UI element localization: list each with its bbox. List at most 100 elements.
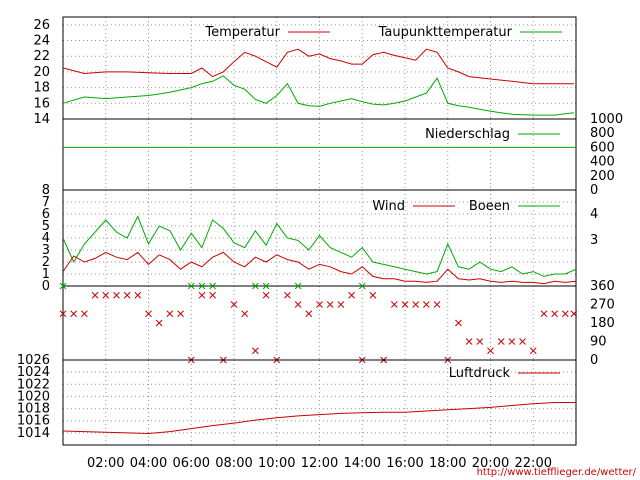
x-tick-label: 10:00 [258, 456, 295, 471]
pressure-legend-label: Luftdruck [449, 366, 511, 381]
wind-direction-marker-green [209, 282, 216, 290]
wind-direction-marker [561, 310, 569, 318]
precipitation-ytick-label-right: 0 [590, 183, 598, 198]
wind-direction-marker [369, 291, 377, 299]
wind-direction-marker [508, 338, 516, 345]
temperature-ytick-label: 20 [33, 65, 50, 80]
pressure-ytick-label: 1022 [17, 377, 50, 392]
wind-direction-marker-green [358, 282, 366, 290]
wind-ytick-label: 4 [42, 231, 50, 246]
wind-direction-marker [284, 291, 291, 299]
wind-direction-marker [540, 310, 548, 318]
pressure-ytick-label: 1018 [17, 402, 50, 417]
wind-direction-marker [423, 301, 430, 308]
wind-direction-ytick-label-right: 270 [590, 298, 615, 313]
wind-ytick-label: 0 [42, 279, 50, 294]
wind-ytick-label-right: 4 [590, 207, 598, 222]
precipitation-ytick-label-right: 800 [590, 126, 615, 141]
wind-direction-marker [123, 291, 131, 299]
precipitation-legend-label: Niederschlag [425, 127, 510, 142]
wind-direction-marker [390, 301, 398, 308]
x-tick-label: 14:00 [344, 456, 381, 471]
wind-direction-marker-green [198, 282, 206, 290]
wind-direction-marker [113, 291, 120, 299]
gust-legend-label: Boeen [469, 199, 510, 214]
wind-legend-label: Wind [372, 199, 405, 214]
precipitation-ytick-label-right: 1000 [590, 112, 623, 127]
wind-ytick-label: 6 [42, 207, 50, 222]
wind-direction-marker-green [262, 282, 270, 290]
wind-direction-marker [166, 310, 174, 318]
wind-line [62, 251, 577, 285]
pressure-ytick-label: 1014 [17, 426, 50, 441]
wind-direction-marker [81, 310, 88, 318]
wind-direction-marker [209, 291, 216, 299]
precipitation-ytick-label-right: 200 [590, 169, 615, 184]
wind-direction-marker [294, 301, 302, 308]
temperature-legend-label: Temperatur [204, 25, 280, 40]
x-tick-label: 04:00 [130, 456, 167, 471]
wind-direction-marker [91, 291, 99, 299]
temperature-ytick-label: 22 [33, 49, 50, 64]
x-tick-label: 02:00 [87, 456, 124, 471]
pressure-ytick-label: 1026 [17, 353, 50, 368]
wind-direction-marker [401, 301, 409, 308]
wind-direction-ytick-label-right: 180 [590, 316, 615, 331]
wind-direction-marker [305, 310, 313, 318]
pressure-ytick-label: 1024 [17, 365, 50, 380]
x-tick-label: 16:00 [386, 456, 423, 471]
wind-direction-marker [348, 291, 355, 299]
wind-ytick-label: 2 [42, 255, 50, 270]
wind-ytick-label: 1 [42, 267, 50, 282]
credit-url[interactable]: http://www.tiefflieger.de/wetter/ [476, 467, 636, 478]
wind-direction-marker-green [187, 282, 195, 290]
pressure-ytick-label: 1020 [17, 389, 50, 404]
wind-direction-marker [134, 291, 142, 299]
wind-direction-marker [455, 319, 462, 327]
temperature-ytick-label: 18 [33, 81, 50, 96]
pressure-line [62, 402, 576, 435]
wind-direction-marker [497, 338, 505, 345]
wind-direction-marker [337, 301, 345, 308]
wind-direction-marker [570, 310, 578, 318]
wind-direction-marker [230, 301, 238, 308]
wind-direction-marker-green [59, 282, 67, 290]
temperature-line [62, 48, 574, 85]
temperature-ytick-label: 26 [33, 18, 50, 33]
wind-direction-marker [412, 301, 420, 308]
wind-direction-marker [551, 310, 558, 318]
wind-ytick-label: 5 [42, 219, 50, 234]
wind-direction-marker [177, 310, 184, 318]
wind-ytick-label-right: 3 [590, 233, 598, 248]
wind-direction-marker [59, 310, 67, 318]
wind-direction-marker [145, 310, 152, 318]
pressure-ytick-label: 1016 [17, 414, 50, 429]
wind-direction-marker [316, 301, 323, 308]
wind-ytick-label: 3 [42, 243, 50, 258]
x-tick-label: 22:00 [515, 456, 552, 471]
wind-direction-marker [198, 291, 206, 299]
wind-direction-marker-green [252, 282, 259, 290]
precipitation-ytick-label-right: 400 [590, 155, 615, 170]
precipitation-ytick-label-right: 600 [590, 140, 615, 155]
wind-direction-marker [433, 301, 441, 308]
x-tick-label: 08:00 [215, 456, 252, 471]
dewpoint-legend-label: Taupunkttemperatur [378, 25, 513, 40]
wind-direction-ytick-label-right: 0 [590, 353, 598, 368]
wind-direction-marker [102, 291, 110, 299]
x-tick-label: 18:00 [429, 456, 466, 471]
wind-direction-marker [262, 291, 270, 299]
wind-direction-marker [155, 319, 163, 327]
wind-direction-marker [519, 338, 526, 345]
wind-ytick-label: 8 [42, 183, 50, 198]
temperature-ytick-label: 14 [33, 112, 50, 127]
wind-direction-marker [465, 338, 473, 345]
wind-direction-marker [476, 338, 484, 345]
wind-direction-marker [529, 347, 537, 355]
x-tick-label: 12:00 [301, 456, 338, 471]
dewpoint-line [62, 75, 574, 116]
wind-direction-ytick-label-right: 360 [590, 279, 615, 294]
x-tick-label: 20:00 [472, 456, 509, 471]
